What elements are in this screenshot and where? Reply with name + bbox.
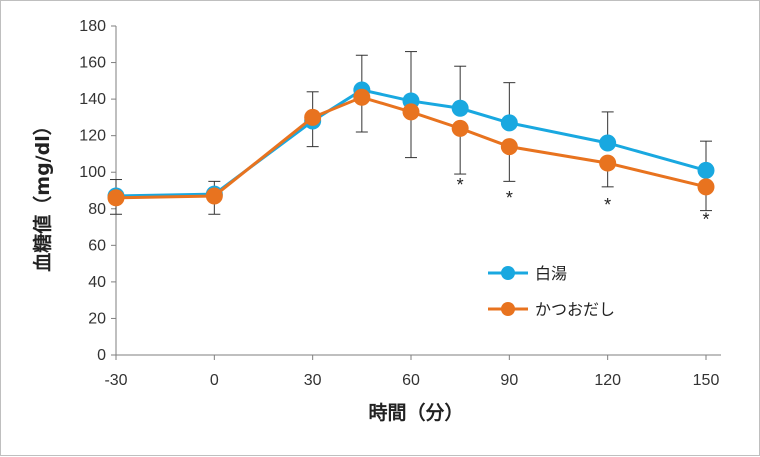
significance-asterisk: *: [604, 195, 611, 215]
data-point: [599, 134, 617, 152]
significance-asterisk: *: [702, 210, 709, 230]
y-tick-label: 100: [79, 164, 106, 181]
x-tick-label: 0: [210, 372, 219, 389]
legend-marker: [501, 302, 515, 316]
series-lines: [107, 81, 715, 207]
x-tick-label: 30: [304, 372, 322, 389]
y-tick-label: 140: [79, 91, 106, 108]
x-axis-title: 時間（分）: [368, 401, 463, 424]
x-axis-ticks: -30 0 30 60 90 120 150: [104, 355, 719, 389]
data-point: [107, 189, 125, 207]
data-point: [304, 108, 322, 126]
y-tick-label: 20: [88, 310, 106, 327]
legend-label: かつおだし: [535, 300, 615, 319]
data-point: [205, 187, 223, 205]
data-point: [451, 99, 469, 117]
x-tick-label: -30: [104, 372, 127, 389]
error-bars: [110, 51, 712, 215]
y-tick-label: 180: [79, 18, 106, 35]
y-axis-ticks: 0 20 40 60 80 100 120 140 160 180: [79, 18, 116, 364]
legend-label: 白湯: [535, 264, 567, 283]
y-tick-label: 120: [79, 128, 106, 145]
significance-asterisk: *: [457, 175, 464, 195]
significance-asterisk: *: [506, 188, 513, 208]
data-point: [402, 103, 420, 121]
x-tick-label: 90: [500, 372, 518, 389]
y-tick-label: 80: [88, 201, 106, 218]
y-axis-title: 血糖値（mg/dl）: [31, 116, 54, 271]
y-tick-label: 160: [79, 55, 106, 72]
legend-marker: [501, 266, 515, 280]
data-point: [500, 138, 518, 156]
data-point: [500, 114, 518, 132]
data-point: [353, 88, 371, 106]
data-point: [697, 161, 715, 179]
data-point: [451, 119, 469, 137]
y-tick-label: 40: [88, 274, 106, 291]
x-tick-label: 150: [693, 372, 720, 389]
data-point: [599, 154, 617, 172]
x-tick-label: 120: [594, 372, 621, 389]
y-tick-label: 0: [97, 347, 106, 364]
y-tick-label: 60: [88, 237, 106, 254]
data-point: [697, 178, 715, 196]
x-tick-label: 60: [402, 372, 420, 389]
significance-marks: * * * *: [457, 175, 710, 230]
